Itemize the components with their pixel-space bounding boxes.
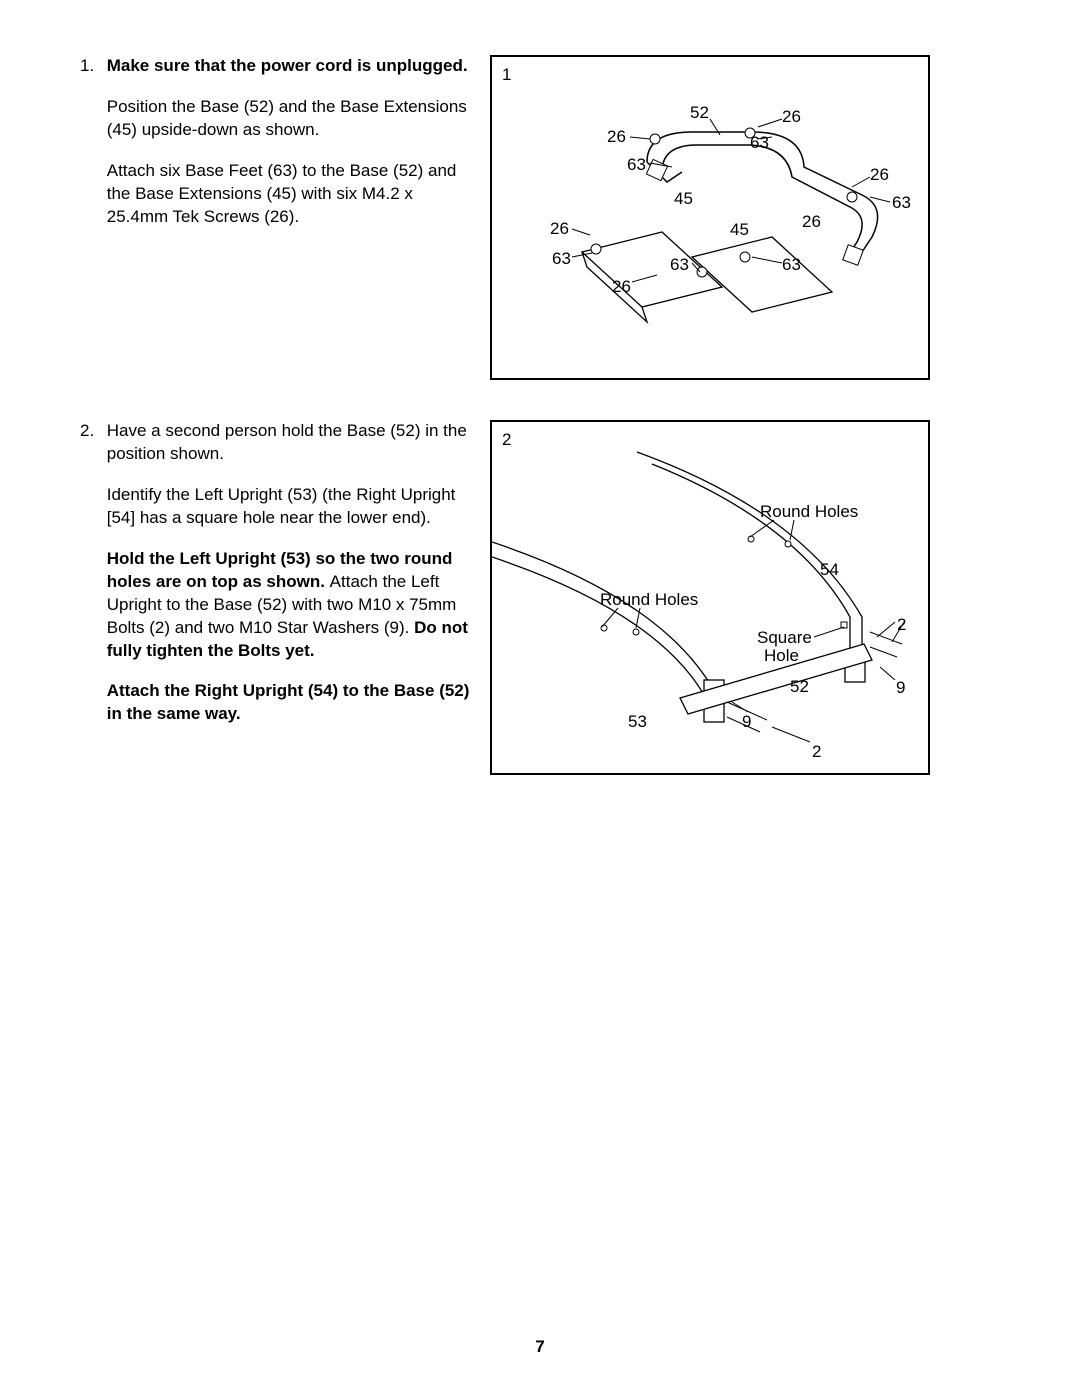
diagram-2: 2 bbox=[490, 420, 930, 775]
diagram-label: 63 bbox=[750, 133, 769, 153]
step-2-number: 2. bbox=[80, 420, 102, 443]
diagram-label: Hole bbox=[764, 646, 799, 666]
p: Make sure that the power cord is unplugg… bbox=[107, 56, 468, 75]
diagram-label: 26 bbox=[782, 107, 801, 127]
p: Position the Base (52) and the Base Exte… bbox=[107, 97, 467, 139]
p: Identify the Left Upright (53) (the Righ… bbox=[107, 485, 456, 527]
diagram-label: Round Holes bbox=[600, 590, 698, 610]
diagram-label: 63 bbox=[627, 155, 646, 175]
p: Attach six Base Feet (63) to the Base (5… bbox=[107, 161, 457, 226]
diagram-label: 52 bbox=[690, 103, 709, 123]
diagram-1: 1 bbox=[490, 55, 930, 380]
p: Attach the Right Upright (54) to the Bas… bbox=[107, 681, 470, 723]
diagram-1-col: 1 bbox=[490, 55, 1020, 380]
diagram-label: 52 bbox=[790, 677, 809, 697]
diagram-label: 63 bbox=[670, 255, 689, 275]
diagram-label: 26 bbox=[802, 212, 821, 232]
step-1-body: Make sure that the power cord is unplugg… bbox=[107, 55, 477, 247]
diagram-label: 26 bbox=[550, 219, 569, 239]
manual-page: 1. Make sure that the power cord is unpl… bbox=[0, 0, 1080, 1397]
step-1-text: 1. Make sure that the power cord is unpl… bbox=[80, 55, 480, 247]
step-1: 1. Make sure that the power cord is unpl… bbox=[80, 55, 1020, 380]
diagram-2-col: 2 bbox=[490, 420, 1020, 775]
diagram-label: 2 bbox=[812, 742, 821, 762]
diagram-label: 63 bbox=[552, 249, 571, 269]
diagram-label: 45 bbox=[674, 189, 693, 209]
diagram-2-svg bbox=[492, 422, 932, 777]
diagram-label: 26 bbox=[612, 277, 631, 297]
diagram-label: 9 bbox=[742, 712, 751, 732]
step-1-number: 1. bbox=[80, 55, 102, 78]
diagram-label: Square bbox=[757, 628, 812, 648]
step-2-body: Have a second person hold the Base (52) … bbox=[107, 420, 477, 744]
step-2-text: 2. Have a second person hold the Base (5… bbox=[80, 420, 480, 744]
step-2: 2. Have a second person hold the Base (5… bbox=[80, 420, 1020, 775]
diagram-label: 53 bbox=[628, 712, 647, 732]
diagram-label: 9 bbox=[896, 678, 905, 698]
diagram-label: 63 bbox=[782, 255, 801, 275]
diagram-label: Round Holes bbox=[760, 502, 858, 522]
diagram-label: 26 bbox=[607, 127, 626, 147]
diagram-label: 63 bbox=[892, 193, 911, 213]
page-number: 7 bbox=[0, 1337, 1080, 1357]
diagram-label: 45 bbox=[730, 220, 749, 240]
diagram-label: 2 bbox=[897, 615, 906, 635]
diagram-label: 26 bbox=[870, 165, 889, 185]
p: Have a second person hold the Base (52) … bbox=[107, 421, 467, 463]
diagram-label: 54 bbox=[820, 560, 839, 580]
